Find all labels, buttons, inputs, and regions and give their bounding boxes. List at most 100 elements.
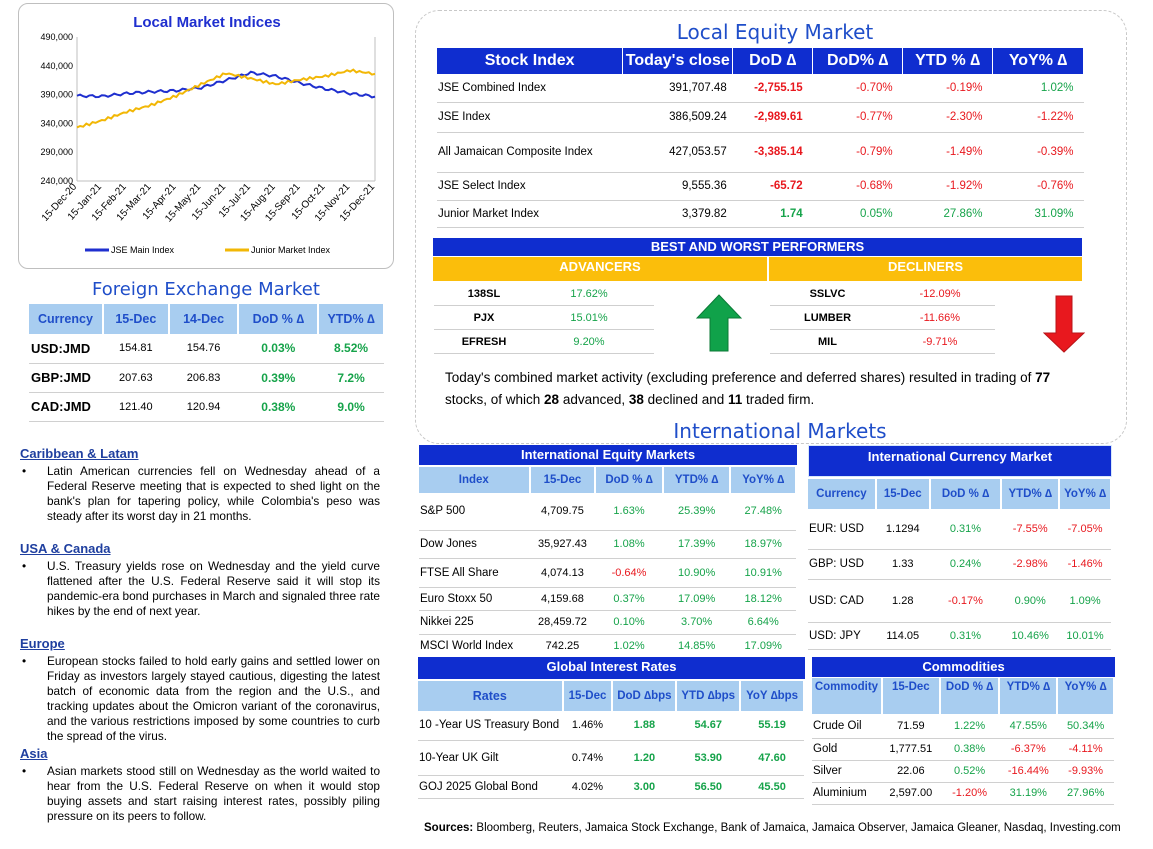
- summary-text: Today's combined market activity (exclud…: [445, 370, 1036, 385]
- bullet-icon: •: [22, 764, 27, 778]
- yoy-change: 55.19: [740, 711, 804, 741]
- row-label: Crude Oil: [812, 714, 882, 739]
- intl-equity-title: International Equity Markets: [419, 445, 797, 465]
- close-value: 3,379.82: [622, 200, 733, 228]
- index-name: All Jamaican Composite Index: [437, 132, 623, 173]
- bullet-icon: •: [22, 464, 27, 478]
- dod-points: 1.74: [732, 200, 813, 228]
- equity-row: FTSE All Share 4,074.13 -0.64% 10.90% 10.91%: [419, 558, 796, 588]
- advancers-list: 138SL 17.62% PJX 15.01% EFRESH 9.20%: [434, 282, 654, 354]
- news-paragraph: • Asian markets stood still on Wednesday …: [20, 764, 380, 824]
- yoy-change: -1.46%: [1059, 549, 1111, 580]
- intl-equity-table: Index 15-Dec DoD % ∆ YTD% ∆ YoY% ∆ S&P 5…: [419, 467, 797, 659]
- rate-previous: 154.76: [168, 334, 239, 364]
- ytd-change: 3.70%: [662, 610, 731, 635]
- stock-change: -11.66%: [919, 312, 961, 324]
- dod-points: -2,755.15: [732, 74, 813, 103]
- dod-percent: -0.77%: [812, 102, 903, 133]
- index-name: Junior Market Index: [437, 200, 623, 228]
- row-label: S&P 500: [419, 493, 530, 531]
- rate-today: 121.40: [102, 392, 169, 422]
- row-label: MSCI World Index: [419, 634, 530, 659]
- col-header: 15-Dec: [881, 678, 941, 714]
- row-value: 742.25: [529, 634, 596, 659]
- equity-header: DoD% ∆: [812, 48, 904, 74]
- currency-pair: GBP:JMD: [29, 363, 103, 393]
- rates-row: 10 -Year US Treasury Bond 1.46% 1.88 54.67 5…: [418, 711, 804, 741]
- news-heading: Europe: [20, 636, 65, 651]
- row-value: 1,777.51: [881, 738, 940, 761]
- row-label: 10-Year UK Gilt: [418, 740, 563, 776]
- summary-count: 11: [728, 392, 743, 407]
- rates-row: GOJ 2025 Global Bond 4.02% 3.00 56.50 45.50: [418, 775, 804, 799]
- commodities-row: Silver 22.06 0.52% -16.44% -9.93%: [812, 760, 1114, 783]
- dod-percent: -0.68%: [812, 172, 903, 201]
- news-paragraph: • Latin American currencies fell on Wedne…: [20, 464, 380, 524]
- row-value: 2,597.00: [881, 782, 940, 805]
- yoy-percent: 31.09%: [992, 200, 1084, 228]
- fx-header: YTD% ∆: [318, 304, 385, 334]
- yoy-change: 45.50: [740, 775, 804, 799]
- decliner-row: SSLVC -12.09%: [770, 282, 995, 306]
- commodities-panel: Commodities Commodity 15-Dec DoD % ∆ YTD…: [812, 657, 1115, 805]
- dod-change: 0.03%: [238, 334, 319, 364]
- row-value: 35,927.43: [529, 530, 596, 559]
- row-label: 10 -Year US Treasury Bond: [418, 711, 563, 741]
- equity-row: JSE Index 386,509.24 -2,989.61 -0.77% -2.30%…: [437, 102, 1084, 133]
- stock-symbol: MIL: [818, 336, 837, 348]
- dod-change: 0.37%: [595, 587, 663, 611]
- legend-label: JSE Main Index: [111, 245, 175, 255]
- row-value: 4,709.75: [529, 493, 596, 531]
- yoy-percent: 1.02%: [992, 74, 1084, 103]
- news-heading: USA & Canada: [20, 541, 111, 556]
- dod-change: 0.24%: [929, 549, 1002, 580]
- row-label: Aluminium: [812, 782, 882, 805]
- dod-change: -0.17%: [929, 579, 1002, 623]
- dod-points: -2,989.61: [732, 102, 813, 133]
- equity-table: Stock Index Today's close DoD ∆ DoD% ∆ Y…: [437, 48, 1084, 228]
- close-value: 386,509.24: [622, 102, 733, 133]
- decliners-list: SSLVC -12.09% LUMBER -11.66% MIL -9.71%: [770, 282, 995, 354]
- rates-row: 10-Year UK Gilt 0.74% 1.20 53.90 47.60: [418, 740, 804, 776]
- summary-text: stocks, of which: [445, 392, 545, 407]
- fx-header: DoD % ∆: [238, 304, 320, 334]
- market-summary: Today's combined market activity (exclud…: [445, 367, 1070, 411]
- index-name: JSE Combined Index: [437, 74, 623, 103]
- dod-points: -3,385.14: [732, 132, 813, 173]
- ytd-change: -16.44%: [999, 760, 1058, 783]
- chart-title: Local Market Indices: [133, 14, 281, 31]
- up-arrow-icon: [696, 294, 742, 352]
- summary-count: 77: [1035, 370, 1051, 385]
- currency-row: EUR: USD 1.1294 0.31% -7.55% -7.05%: [808, 509, 1111, 550]
- col-header: DoD % ∆: [595, 467, 664, 493]
- dod-change: 1.63%: [595, 493, 663, 531]
- col-header: 15-Dec: [562, 681, 614, 711]
- yoy-percent: -1.22%: [992, 102, 1084, 133]
- international-title: International Markets: [673, 419, 887, 443]
- news-text: Asian markets stood still on Wednesday a…: [47, 764, 380, 823]
- equity-row: JSE Select Index 9,555.36 -65.72 -0.68% -1.9…: [437, 172, 1084, 201]
- ytd-change: 17.39%: [662, 530, 731, 559]
- summary-text: declined and: [643, 392, 728, 407]
- intl-currency-panel: International Currency Market Currency 1…: [808, 445, 1112, 650]
- row-label: GOJ 2025 Global Bond: [418, 775, 563, 799]
- commodities-row: Gold 1,777.51 0.38% -6.37% -4.11%: [812, 738, 1114, 761]
- row-value: 28,459.72: [529, 610, 596, 635]
- equity-title: Local Equity Market: [676, 20, 874, 44]
- intl-currency-title: International Currency Market: [808, 445, 1112, 477]
- col-header: 15-Dec: [875, 479, 931, 509]
- dod-change: 1.22%: [939, 714, 1000, 739]
- stock-change: -9.71%: [922, 336, 958, 348]
- y-tick-label: 290,000: [40, 147, 73, 157]
- chart-panel: Local Market Indices 490,000 440,000 390,0…: [18, 3, 394, 269]
- equity-row: S&P 500 4,709.75 1.63% 25.39% 27.48%: [419, 493, 796, 531]
- currency-row: GBP: USD 1.33 0.24% -2.98% -1.46%: [808, 549, 1111, 580]
- yoy-percent: -0.39%: [992, 132, 1084, 173]
- y-tick-label: 340,000: [40, 118, 73, 128]
- summary-text: advanced,: [559, 392, 629, 407]
- rate-today: 207.63: [102, 363, 169, 393]
- row-value: 114.05: [875, 622, 930, 650]
- decliner-row: MIL -9.71%: [770, 330, 995, 354]
- rate-previous: 120.94: [168, 392, 239, 422]
- yoy-percent: -0.76%: [992, 172, 1084, 201]
